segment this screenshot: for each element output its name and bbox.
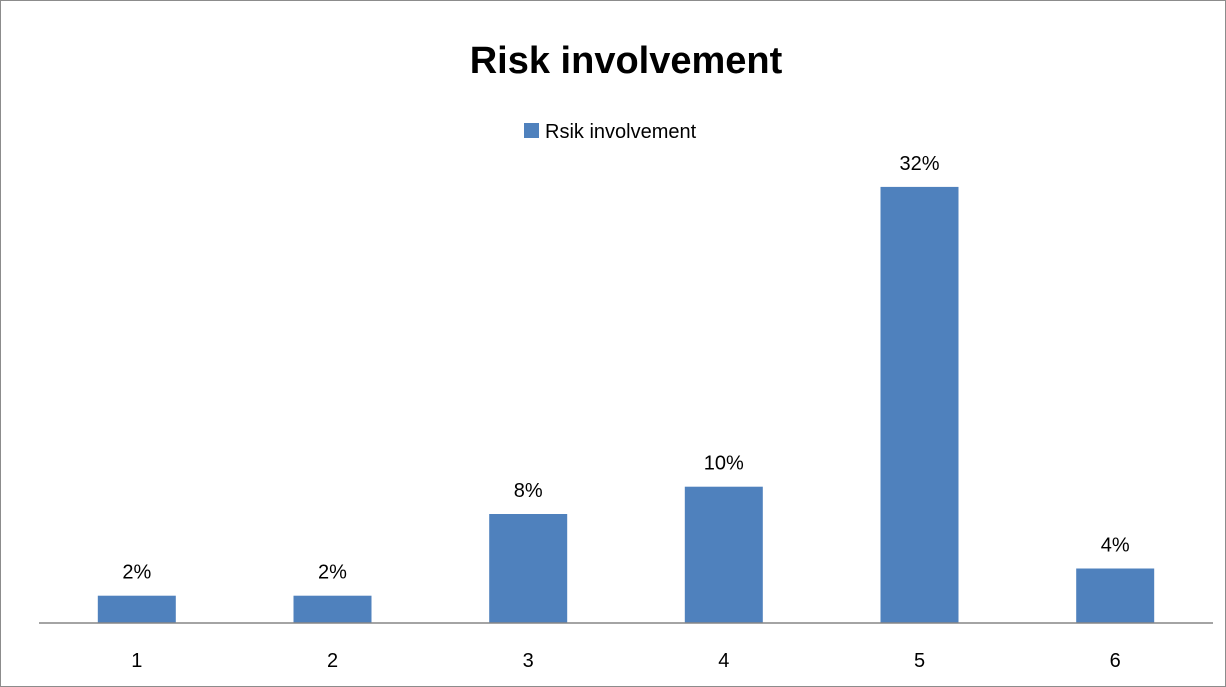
x-tick-label-1: 1 (131, 650, 142, 672)
bar-3 (489, 514, 568, 623)
data-label-1: 2% (122, 562, 151, 584)
x-tick-label-3: 3 (523, 650, 534, 672)
legend: Rsik involvement (524, 121, 697, 143)
data-labels: 2% 2% 8% 10% 32% 4% (122, 153, 1130, 584)
legend-label: Rsik involvement (545, 121, 697, 143)
bar-4 (684, 486, 763, 623)
data-label-5: 32% (899, 153, 939, 175)
x-tick-label-2: 2 (327, 650, 338, 672)
data-label-6: 4% (1101, 535, 1130, 557)
legend-swatch (524, 123, 539, 138)
bar-1 (97, 595, 176, 623)
x-tick-labels: 1 2 3 4 5 6 (131, 650, 1121, 672)
bar-6 (1076, 568, 1155, 623)
bars (97, 186, 1155, 623)
chart-title: Risk involvement (470, 40, 783, 82)
data-label-4: 10% (704, 453, 744, 475)
x-tick-label-6: 6 (1110, 650, 1121, 672)
bar-5 (880, 186, 959, 623)
bar-2 (293, 595, 372, 623)
x-tick-label-5: 5 (914, 650, 925, 672)
data-label-2: 2% (318, 562, 347, 584)
x-tick-label-4: 4 (718, 650, 729, 672)
data-label-3: 8% (514, 480, 543, 502)
